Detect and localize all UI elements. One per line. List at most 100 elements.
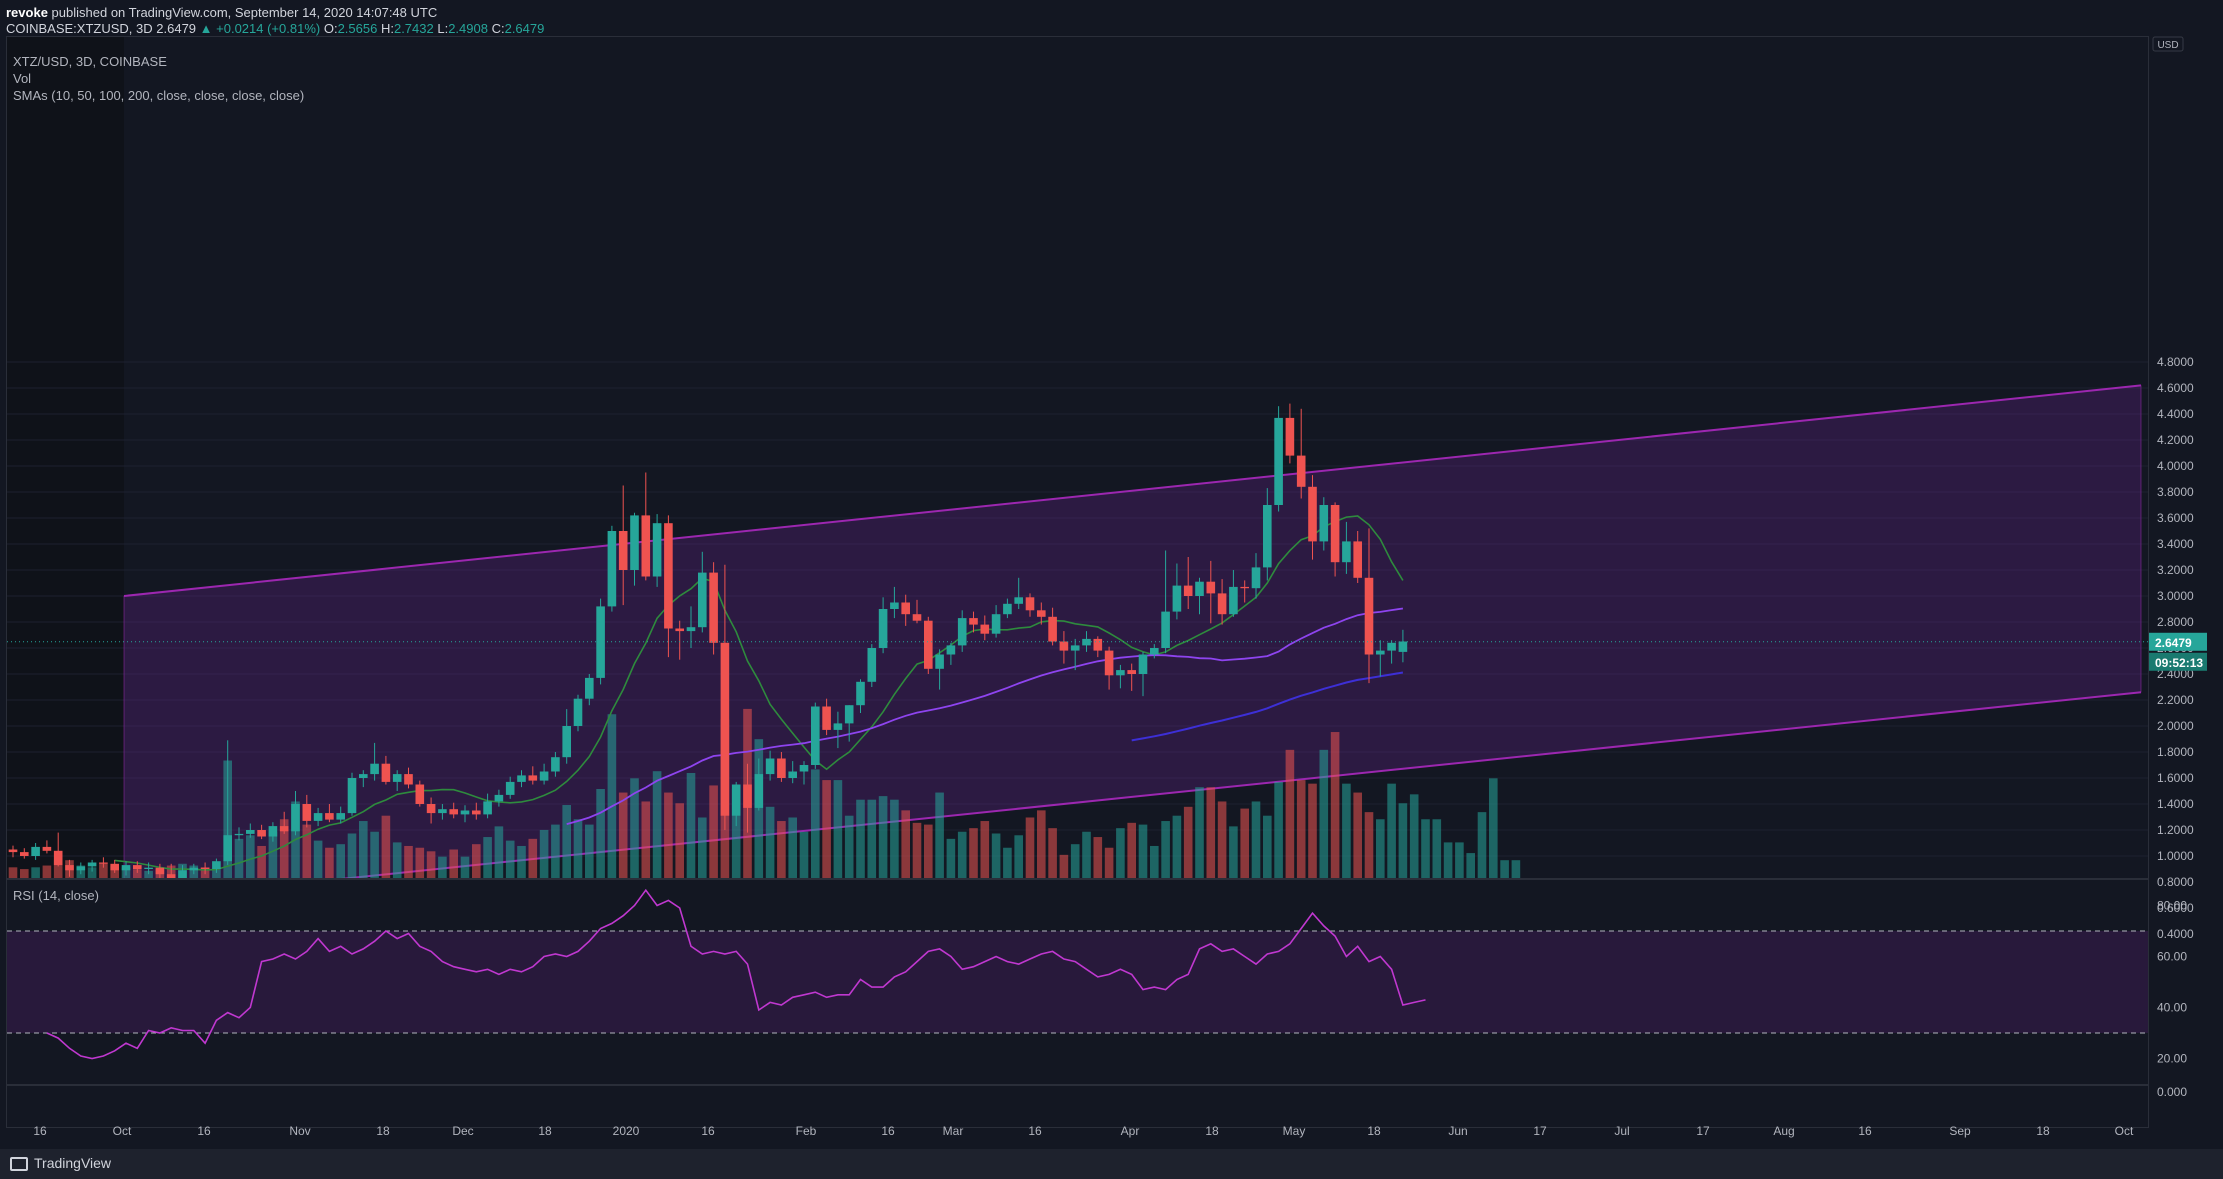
volume-bar — [1274, 781, 1283, 878]
candle-body — [957, 618, 967, 646]
channel-lower-line — [123, 691, 2142, 903]
volume-bar — [1161, 821, 1170, 878]
candle-body — [686, 627, 696, 632]
candle-body — [87, 862, 97, 867]
publisher-name[interactable]: revoke — [6, 5, 48, 20]
volume-bar — [268, 831, 278, 878]
price-pane[interactable]: XTZ/USD, 3D, COINBASE Vol SMAs (10, 50, … — [6, 36, 2149, 935]
volume-bar — [946, 838, 956, 878]
candle-body — [505, 781, 515, 795]
high-value: 2.7432 — [393, 21, 434, 36]
candle-body — [1376, 650, 1385, 655]
volume-bar — [551, 824, 560, 878]
volume-bar — [1025, 817, 1035, 878]
candle-body — [1116, 670, 1125, 676]
volume-bar — [483, 837, 492, 878]
tradingview-logo[interactable]: TradingView — [10, 1155, 112, 1172]
legend-rsi[interactable]: RSI (14, close) — [13, 888, 99, 903]
candle-body — [483, 801, 492, 815]
time-axis[interactable]: 16 Oct 16 Nov 18 Dec 18 2020 16 Feb 16 Mar 16 Apr 18 Ma… — [0, 1113, 2149, 1147]
candle-body — [234, 833, 244, 836]
candle-body — [539, 771, 549, 781]
price-tick-label: 4.4000 — [2157, 407, 2194, 421]
candle-body — [878, 609, 888, 648]
volume-bar — [1500, 860, 1509, 878]
legend-pair[interactable]: XTZ/USD, 3D, COINBASE — [13, 54, 167, 69]
candle-body — [1003, 603, 1012, 615]
candle-body — [1138, 654, 1148, 674]
sma10-line — [114, 515, 1404, 871]
time-tick-label: 18 — [1205, 1124, 1219, 1138]
volume-bar — [1432, 819, 1442, 878]
volume-bar — [8, 867, 18, 878]
volume-bar — [1150, 845, 1159, 878]
open-value: 2.5656 — [337, 21, 378, 36]
price-chart[interactable] — [7, 37, 2148, 935]
rsi-pane[interactable]: RSI (14, close) — [6, 879, 2149, 1085]
candle-body — [709, 572, 718, 643]
volume-bar — [1217, 801, 1227, 878]
volume-bar — [1296, 780, 1306, 878]
rsi-tick-label: 80.00 — [2157, 899, 2187, 913]
candle-body — [359, 774, 368, 778]
volume-bar — [777, 821, 786, 878]
time-tick-label: 16 — [33, 1124, 47, 1138]
channel-upper-line — [123, 384, 2142, 597]
price-axis[interactable]: USD 4.8000 4.6000 4.4000 4.2000 4.0000 3.8000 3… — [2149, 36, 2223, 1128]
candle-body — [1059, 641, 1069, 651]
candle-body — [291, 804, 300, 832]
legend-smas[interactable]: SMAs (10, 50, 100, 200, close, close, cl… — [13, 88, 305, 103]
volume-bar — [234, 838, 244, 878]
countdown-label: 09:52:13 — [2155, 656, 2203, 670]
volume-bar — [856, 799, 865, 878]
rsi-chart[interactable] — [7, 880, 2148, 1084]
channel-fill — [124, 385, 2141, 902]
volume-bar — [878, 796, 888, 878]
price-tick-label: 3.4000 — [2157, 537, 2194, 551]
volume-bar — [1104, 847, 1114, 878]
volume-bar — [573, 819, 583, 878]
tradingview-brand: TradingView — [34, 1155, 112, 1171]
volume-bar — [325, 847, 334, 878]
tradingview-footer: TradingView — [0, 1149, 2223, 1179]
candle-body — [1308, 486, 1317, 542]
candle-body — [731, 784, 741, 816]
candle-body — [912, 614, 922, 621]
candle-body — [1274, 417, 1283, 505]
volume-bar — [42, 865, 52, 878]
volume-bar — [799, 831, 809, 878]
sma50-line — [566, 607, 1404, 825]
low-label: L: — [437, 21, 449, 36]
shaded-period — [7, 37, 124, 878]
candle-body — [302, 804, 312, 821]
volume-bar — [1251, 801, 1261, 878]
candle-body — [822, 706, 831, 730]
volume-bar — [1421, 819, 1430, 878]
volume-bar — [1409, 794, 1419, 878]
volume-bar — [731, 789, 741, 878]
candle-body — [1127, 670, 1136, 674]
legend-vol[interactable]: Vol — [13, 71, 32, 86]
volume-bar — [607, 714, 617, 878]
last-value: 2.6479 — [156, 21, 197, 36]
candle-body — [1229, 586, 1238, 615]
volume-bar — [867, 799, 877, 878]
volume-bar — [1398, 803, 1408, 878]
volume-bar — [924, 824, 933, 878]
volume-bar — [1353, 792, 1362, 878]
volume-bar — [1138, 824, 1148, 878]
candle-body — [370, 763, 379, 775]
time-tick-label: Jun — [1448, 1124, 1467, 1138]
candle-body — [268, 826, 278, 837]
volume-bar — [1070, 844, 1080, 878]
candle-body — [178, 870, 187, 882]
price-tick-label: 4.8000 — [2157, 355, 2194, 369]
price-tick-label: 4.6000 — [2157, 381, 2194, 395]
time-tick-label: Dec — [452, 1124, 473, 1138]
volume-bar — [1511, 860, 1521, 878]
volume-bar — [765, 806, 775, 878]
volume-bar — [302, 824, 312, 878]
candle-body — [212, 861, 221, 869]
volume-bar — [1308, 783, 1317, 878]
volume-bar — [1195, 787, 1204, 878]
